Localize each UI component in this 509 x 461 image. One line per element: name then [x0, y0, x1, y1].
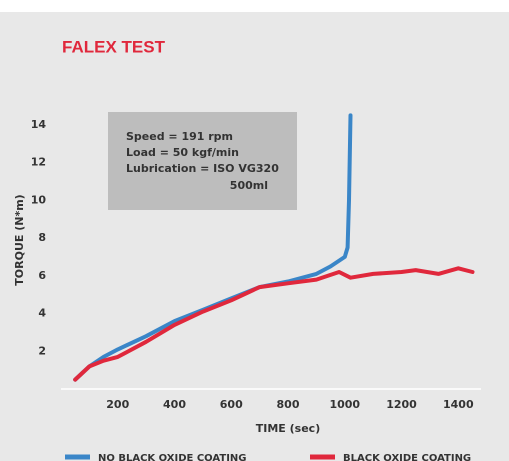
y-tick-label: 14: [31, 118, 47, 131]
legend-label: NO BLACK OXIDE COATING: [98, 453, 247, 461]
y-tick-label: 4: [38, 307, 46, 320]
x-tick-label: 600: [220, 398, 243, 411]
chart-title: FALEX TEST: [62, 37, 166, 56]
x-tick-label: 1200: [386, 398, 417, 411]
legend-label: BLACK OXIDE COATING: [343, 453, 471, 461]
annotation: Load = 50 kgf/min: [126, 146, 239, 159]
x-tick-label: 1400: [443, 398, 474, 411]
x-axis-label: TIME (sec): [256, 422, 320, 435]
y-tick-label: 8: [38, 231, 46, 244]
y-tick-label: 2: [38, 344, 46, 357]
x-tick-label: 200: [106, 398, 129, 411]
annotation: 500ml: [230, 179, 268, 192]
annotation-box: [108, 112, 297, 210]
annotation: Lubrication = ISO VG320: [126, 162, 279, 175]
annotation: Speed = 191 rpm: [126, 130, 233, 143]
x-tick-label: 400: [163, 398, 186, 411]
x-tick-label: 1000: [329, 398, 360, 411]
line: [73, 266, 475, 382]
x-tick-label: 800: [277, 398, 300, 411]
y-tick-label: 10: [31, 193, 47, 206]
y-axis-label: TORQUE (N*m): [13, 194, 26, 285]
y-tick-label: 6: [38, 269, 46, 282]
y-tick-label: 12: [31, 156, 46, 169]
panel: [0, 12, 509, 461]
